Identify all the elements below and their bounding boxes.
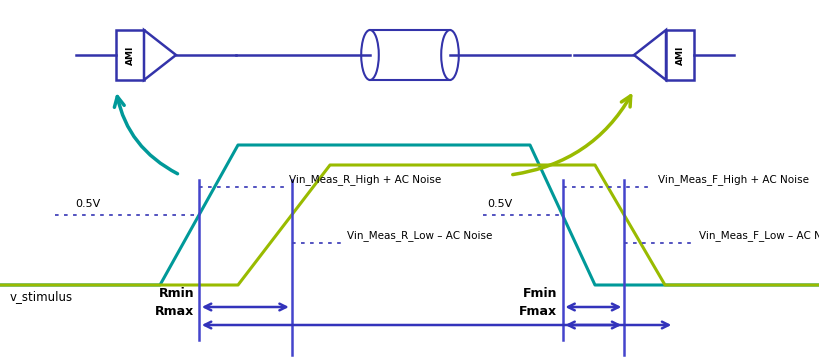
Ellipse shape [361, 30, 379, 80]
Text: Fmin: Fmin [523, 287, 558, 300]
Text: Rmin: Rmin [158, 287, 194, 300]
Text: Vin_Meas_F_High + AC Noise: Vin_Meas_F_High + AC Noise [658, 174, 808, 185]
FancyBboxPatch shape [116, 30, 144, 80]
Polygon shape [144, 30, 176, 80]
Text: Vin_Meas_R_Low – AC Noise: Vin_Meas_R_Low – AC Noise [346, 230, 492, 241]
Text: Vin_Meas_F_Low – AC Noise: Vin_Meas_F_Low – AC Noise [699, 230, 819, 241]
Text: AMI: AMI [676, 45, 685, 65]
Text: Rmax: Rmax [155, 305, 194, 318]
Text: v_stimulus: v_stimulus [10, 290, 73, 303]
Text: 0.5V: 0.5V [75, 199, 100, 209]
Polygon shape [634, 30, 666, 80]
Text: Vin_Meas_R_High + AC Noise: Vin_Meas_R_High + AC Noise [289, 174, 441, 185]
Ellipse shape [441, 30, 459, 80]
Bar [370, 30, 450, 80]
Text: AMI: AMI [125, 45, 134, 65]
FancyBboxPatch shape [666, 30, 694, 80]
Text: 0.5V: 0.5V [487, 199, 513, 209]
Text: Fmax: Fmax [519, 305, 558, 318]
